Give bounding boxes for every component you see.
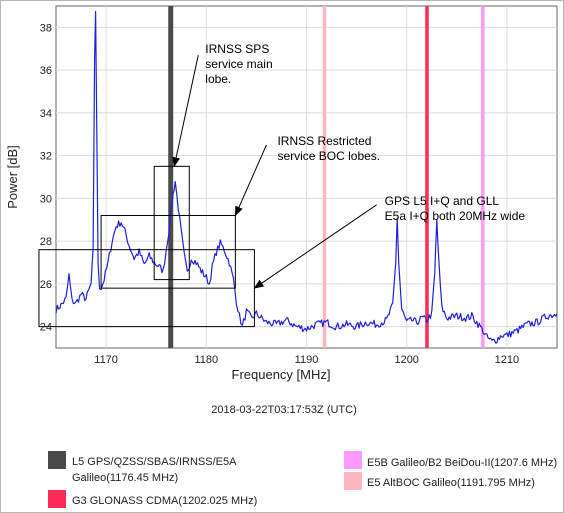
annotation-line: lobe. [205,72,231,86]
annotation-text: IRNSS Restricted service BOC lobes. [277,134,380,163]
annotation-box [153,165,190,281]
timestamp: 2018-03-22T03:17:53Z (UTC) [211,404,357,416]
y-tick-label: 38 [40,22,52,34]
annotation-line: service main [205,57,272,71]
y-tick-label: 24 [40,322,52,334]
y-axis-label: Power [dB] [5,145,20,209]
legend-label-g3: G3 GLONASS CDMA(1202.025 MHz) [72,495,257,507]
y-tick-labels: 24 26 28 30 32 34 36 38 [40,22,52,333]
annotation-line: GPS L5 I+Q and GLL [385,194,500,208]
x-tick-labels: 1170 1180 1190 1200 1210 [94,354,519,366]
x-tick-label: 1180 [194,354,218,366]
legend-swatch-l5 [48,451,66,469]
legend-swatch-e5b [344,451,362,469]
x-tick-label: 1210 [495,354,519,366]
annotation-arrow [253,204,377,289]
annotation-text: GPS L5 I+Q and GLL E5a I+Q both 20MHz wid… [385,194,526,223]
legend-label-e5altboc: E5 AltBOC Galileo(1191.795 MHz) [367,477,535,489]
x-tick-label: 1200 [394,354,418,366]
y-tick-label: 34 [40,108,52,120]
annotations: IRNSS SPS service main lobe. IRNSS Restrict… [172,42,526,289]
x-tick-label: 1170 [94,354,118,366]
y-tick-label: 32 [40,151,52,163]
y-tick-label: 26 [40,279,52,291]
annotation-line: IRNSS SPS [205,42,269,56]
legend-swatch-e5altboc [344,472,362,490]
annotation-arrow [234,144,267,217]
y-tick-label: 36 [40,65,52,77]
legend: L5 GPS/QZSS/SBAS/IRNSS/E5A Galileo(1176.… [48,451,557,508]
annotation-line: E5a I+Q both 20MHz wide [385,209,526,223]
legend-swatch-g3 [48,490,66,508]
series-layer [55,10,558,344]
y-tick-label: 30 [40,193,52,205]
annotation-line: service BOC lobes. [277,149,380,163]
x-axis-label: Frequency [MHz] [232,367,331,382]
legend-label-e5b: E5B Galileo/B2 BeiDou-II(1207.6 MHz) [367,457,557,469]
annotation-line: IRNSS Restricted [277,134,371,148]
annotation-text: IRNSS SPS service main lobe. [205,42,272,86]
annotation-arrow [172,55,199,168]
legend-label-l5-line1: L5 GPS/QZSS/SBAS/IRNSS/E5A [72,456,237,468]
x-tick-label: 1190 [295,354,319,366]
y-tick-label: 28 [40,236,52,248]
legend-label-l5-line2: Galileo(1176.45 MHz) [72,472,178,484]
spectrum-line [55,10,558,344]
annotation-box [100,214,236,289]
grid [56,6,557,348]
frequency-markers [168,6,485,348]
